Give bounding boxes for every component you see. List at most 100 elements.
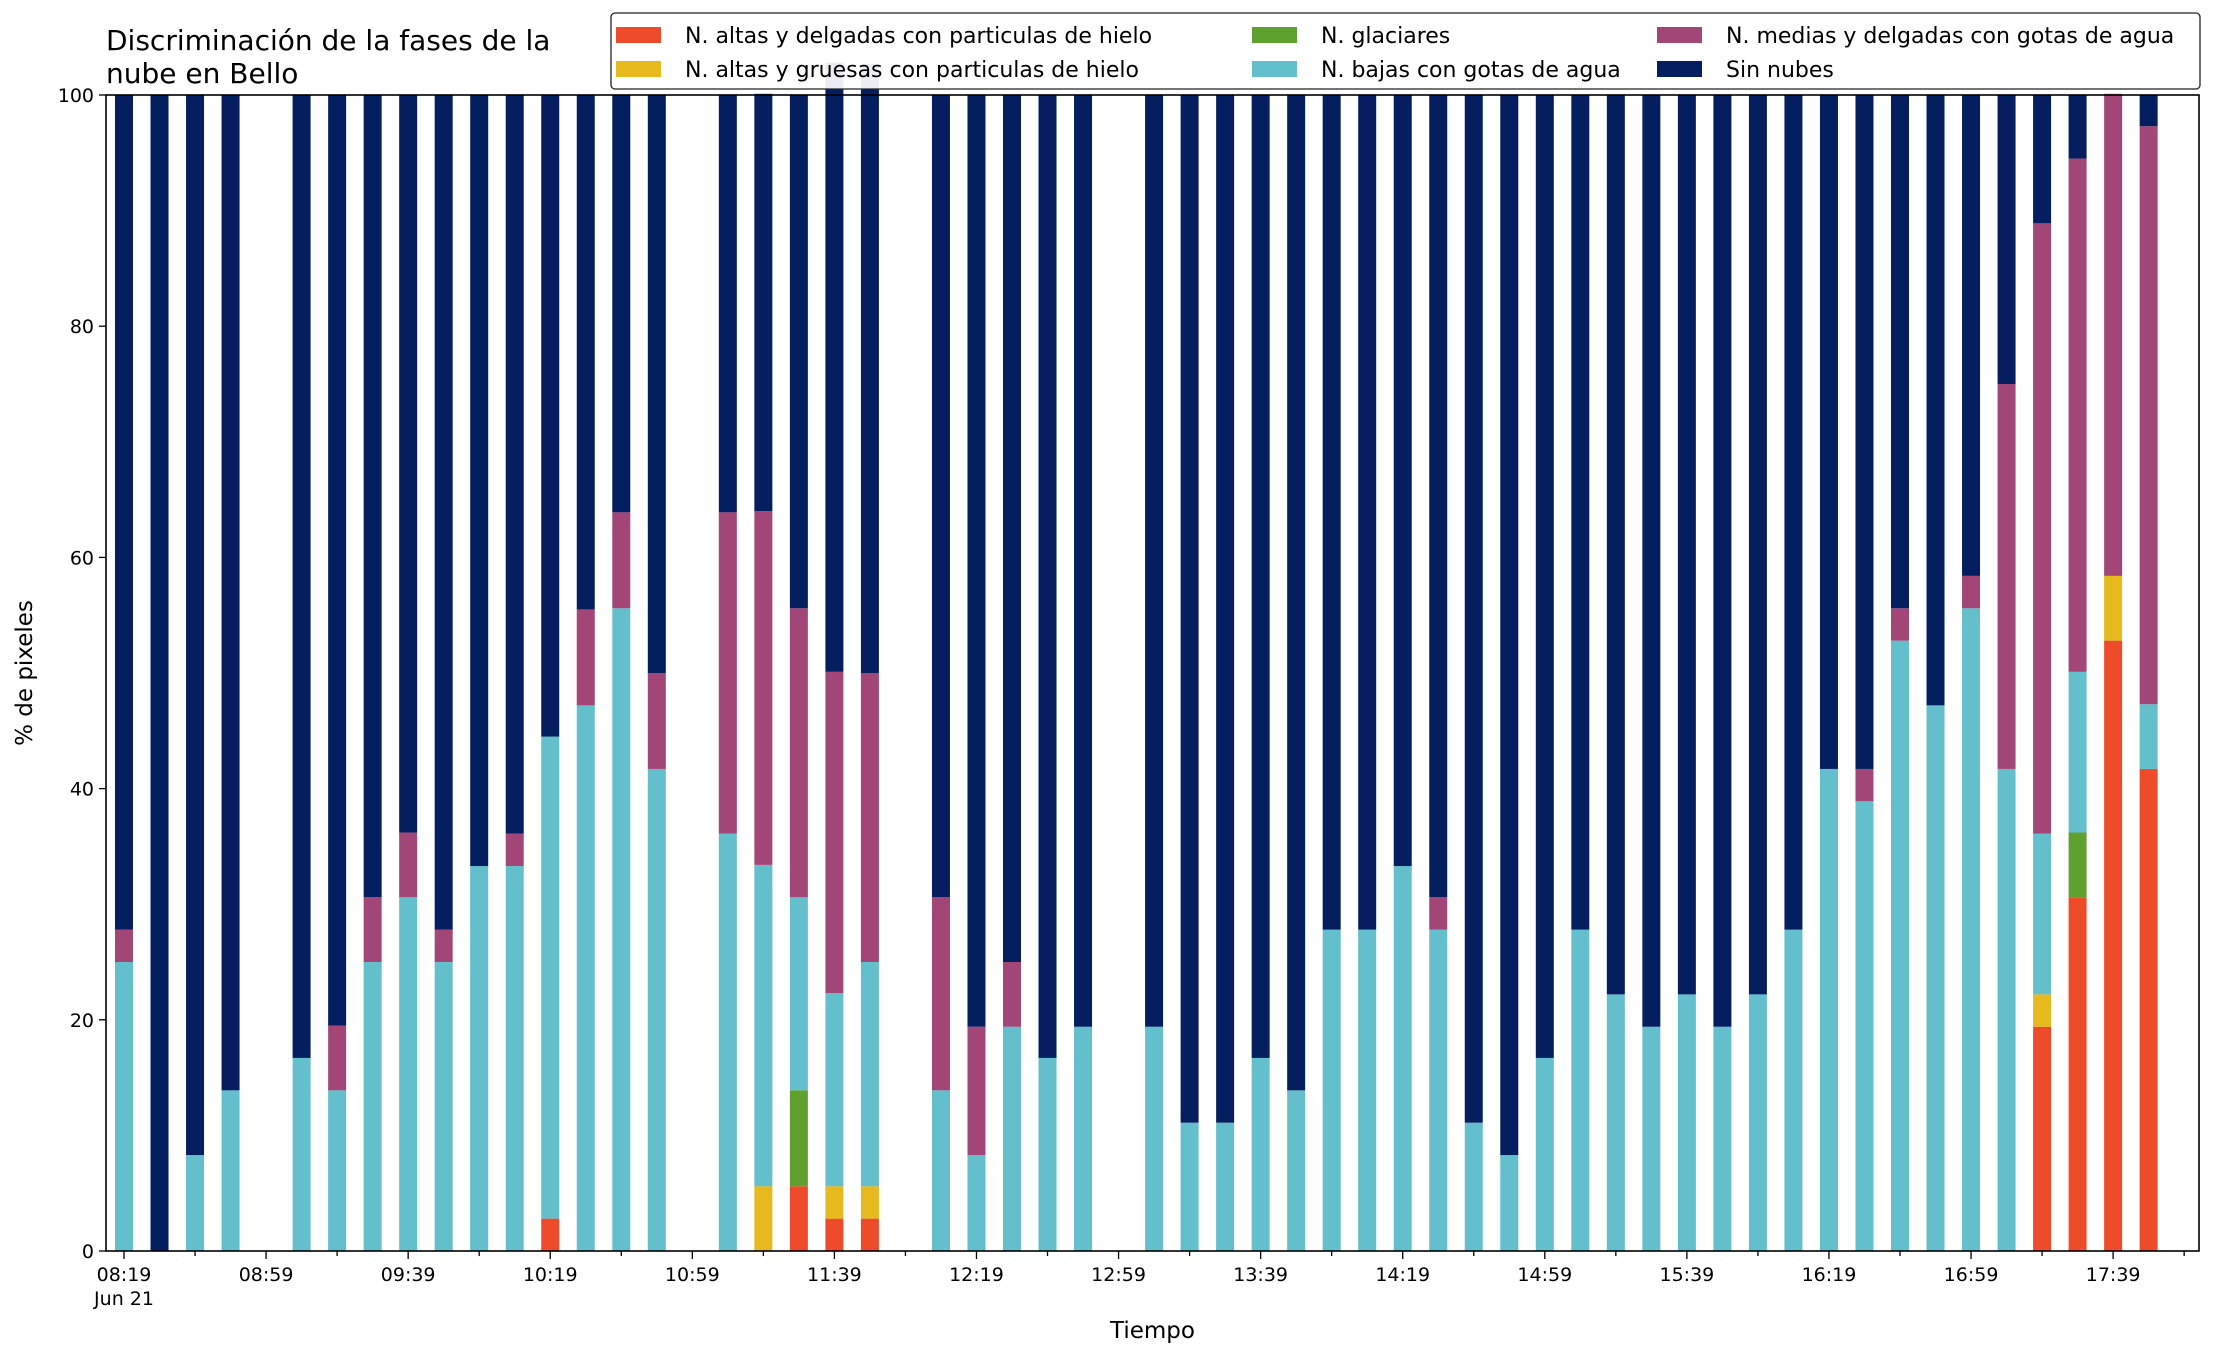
bar-segment-0-54 xyxy=(2033,1026,2052,1251)
bar-segment-3-44 xyxy=(1677,994,1696,1251)
bar-segment-5-43 xyxy=(1642,95,1661,1027)
bar-segment-5-42 xyxy=(1606,95,1625,995)
x-tick-label-0: 08:19 xyxy=(97,1264,152,1286)
bar-segment-4-25 xyxy=(1003,962,1021,1027)
bar-segment-5-39 xyxy=(1500,95,1519,1156)
bar-segment-3-33 xyxy=(1287,1090,1306,1251)
bar-segment-5-20 xyxy=(825,62,844,672)
chart-title-line-2: nube en Bello xyxy=(106,57,298,90)
bar-segment-3-24 xyxy=(967,1155,986,1251)
x-tick-sublabel: Jun 21 xyxy=(93,1288,154,1310)
bar-segment-5-9 xyxy=(434,95,453,930)
x-tick-label-11: 15:39 xyxy=(1659,1264,1714,1286)
bar-segment-3-17 xyxy=(718,833,737,1251)
plot-frame xyxy=(105,94,2200,1252)
bar-segment-4-14 xyxy=(612,512,631,609)
bar-segment-4-50 xyxy=(1891,608,1909,641)
y-tick-label-0: 0 xyxy=(82,1241,94,1263)
bar-segment-4-56 xyxy=(2104,93,2123,576)
bar-segment-3-5 xyxy=(292,1057,311,1251)
bar-segment-5-41 xyxy=(1571,95,1590,930)
legend-swatch-3 xyxy=(1252,61,1297,77)
x-tick-label-2: 09:39 xyxy=(381,1264,436,1286)
bar-segment-4-53 xyxy=(1997,384,2016,769)
bar-segment-5-13 xyxy=(576,95,595,610)
bar-segment-5-14 xyxy=(612,95,631,513)
bar-segment-5-17 xyxy=(718,95,737,513)
bar-segment-3-13 xyxy=(576,705,595,1251)
bar-segment-3-50 xyxy=(1891,640,1909,1251)
x-tick-label-1: 08:59 xyxy=(239,1264,294,1286)
bar-segment-3-34 xyxy=(1322,929,1341,1251)
bar-segment-3-55 xyxy=(2068,671,2087,833)
bar-segment-4-49 xyxy=(1855,768,1874,802)
bar-segment-4-24 xyxy=(967,1026,986,1156)
legend-label-2: N. glaciares xyxy=(1321,24,1450,49)
bar-segment-5-45 xyxy=(1713,95,1732,1027)
bar-segment-0-56 xyxy=(2104,640,2123,1251)
bar-segment-5-34 xyxy=(1322,95,1341,930)
bar-segment-5-57 xyxy=(2139,95,2158,127)
bar-segment-1-20 xyxy=(825,1186,844,1219)
bar-segment-5-44 xyxy=(1677,95,1696,995)
bar-segment-3-46 xyxy=(1748,994,1767,1251)
bar-segment-0-19 xyxy=(789,1186,808,1251)
legend-label-1: N. altas y gruesas con particulas de hie… xyxy=(685,58,1139,83)
bar-segment-5-36 xyxy=(1393,95,1412,867)
bar-segment-3-53 xyxy=(1997,768,2016,1251)
bar-segment-3-38 xyxy=(1464,1122,1483,1251)
bar-segment-4-18 xyxy=(754,511,773,865)
bar-segment-4-13 xyxy=(576,609,595,706)
bar-segment-0-55 xyxy=(2068,897,2087,1251)
bar-segment-1-56 xyxy=(2104,575,2123,641)
bar-segment-3-51 xyxy=(1926,705,1945,1251)
bar-segment-3-11 xyxy=(505,866,524,1251)
bar-segment-0-12 xyxy=(541,1218,560,1251)
bar-segment-4-57 xyxy=(2139,126,2158,705)
bar-segment-4-9 xyxy=(434,929,453,962)
bar-segment-3-49 xyxy=(1855,801,1874,1251)
y-tick-label-5: 100 xyxy=(58,85,94,107)
bar-segment-3-35 xyxy=(1358,929,1377,1251)
bar-segment-0-21 xyxy=(860,1218,879,1251)
bar-segment-1-18 xyxy=(754,1186,773,1251)
bar-segment-5-48 xyxy=(1819,95,1838,769)
bar-segment-3-19 xyxy=(789,897,808,1091)
bar-segment-5-0 xyxy=(115,95,133,930)
bar-segment-3-20 xyxy=(825,993,844,1187)
x-tick-label-13: 16:59 xyxy=(1944,1264,1999,1286)
x-tick-label-3: 10:19 xyxy=(523,1264,578,1286)
x-axis-label: Tiempo xyxy=(1109,1318,1195,1344)
bar-segment-5-30 xyxy=(1180,95,1199,1123)
bar-segment-3-57 xyxy=(2139,704,2158,769)
bar-segment-5-37 xyxy=(1429,95,1448,898)
bar-segment-3-9 xyxy=(434,962,453,1251)
bar-segment-4-52 xyxy=(1962,575,1981,609)
x-tick-label-6: 12:19 xyxy=(949,1264,1004,1286)
bar-segment-5-15 xyxy=(647,95,666,673)
bar-segment-1-54 xyxy=(2033,994,2052,1027)
bar-segment-3-23 xyxy=(931,1090,950,1251)
bar-segment-4-21 xyxy=(860,673,879,962)
bar-segment-3-48 xyxy=(1819,768,1838,1251)
bar-segment-3-47 xyxy=(1784,929,1803,1251)
bar-segment-5-51 xyxy=(1926,95,1945,706)
bars-layer xyxy=(115,62,2158,1251)
x-tick-label-12: 16:19 xyxy=(1802,1264,1857,1286)
bar-segment-4-54 xyxy=(2033,223,2052,834)
bar-segment-3-54 xyxy=(2033,833,2052,995)
bar-segment-5-24 xyxy=(967,95,986,1027)
chart-title-line-1: Discriminación de la fases de la xyxy=(106,24,550,57)
bar-segment-5-12 xyxy=(541,95,560,737)
bar-segment-3-3 xyxy=(221,1090,240,1251)
legend-label-3: N. bajas con gotas de agua xyxy=(1321,58,1621,83)
bar-segment-3-18 xyxy=(754,864,773,1187)
legend-frame xyxy=(610,12,2201,90)
bar-segment-5-40 xyxy=(1535,95,1554,1058)
bar-segment-3-10 xyxy=(470,866,489,1251)
bar-segment-5-53 xyxy=(1997,95,2016,384)
bar-segment-3-27 xyxy=(1074,1026,1093,1251)
axes-layer: 0 20 40 60 80 100 08:19 08:59 09:39 10:19 10:59 11:… xyxy=(58,85,2200,1310)
bar-segment-4-23 xyxy=(931,897,950,1091)
bar-segment-4-11 xyxy=(505,833,524,867)
